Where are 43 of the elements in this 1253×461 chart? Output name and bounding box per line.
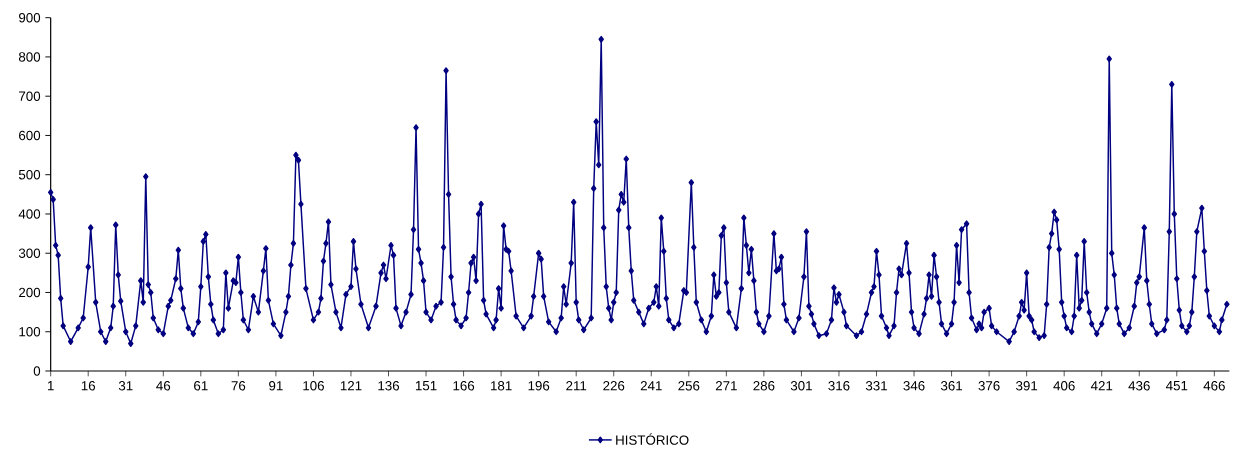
x-tick-label: 166 — [453, 381, 475, 391]
x-tick-label: 46 — [156, 381, 171, 391]
x-tick-label: 241 — [640, 381, 662, 391]
x-tick-label: 181 — [491, 381, 512, 391]
x-tick-label: 331 — [865, 381, 887, 391]
x-tick-label: 211 — [566, 381, 587, 391]
x-tick-label: 196 — [528, 381, 550, 391]
x-tick-label: 346 — [903, 381, 925, 391]
y-tick-label: 800 — [18, 52, 41, 62]
y-tick-label: 900 — [19, 12, 41, 23]
x-tick-label: 226 — [603, 381, 625, 391]
y-tick-label: 600 — [19, 130, 41, 141]
x-tick-label: 61 — [194, 381, 208, 391]
x-tick-label: 376 — [978, 381, 1000, 391]
y-tick-label: 700 — [19, 91, 41, 101]
x-tick-label: 106 — [303, 381, 324, 391]
x-tick-label: 151 — [415, 381, 437, 391]
x-tick-label: 271 — [715, 381, 737, 391]
x-tick-label: 361 — [940, 381, 963, 391]
x-tick-label: 316 — [828, 381, 850, 391]
x-tick-label: 256 — [678, 381, 700, 391]
y-tick-label: 300 — [18, 248, 41, 258]
x-tick-label: 391 — [1016, 381, 1038, 391]
x-tick-label: 406 — [1053, 381, 1075, 391]
x-tick-label: 451 — [1165, 381, 1188, 391]
y-tick-label: 500 — [18, 169, 41, 180]
x-tick-label: 1 — [47, 381, 54, 391]
x-tick-label: 421 — [1090, 381, 1113, 391]
x-tick-label: 466 — [1203, 381, 1225, 391]
x-tick-label: 16 — [81, 381, 96, 391]
legend-label: HISTÓRICO — [616, 433, 689, 445]
y-tick-label: 400 — [18, 209, 41, 219]
x-tick-label: 121 — [340, 381, 362, 391]
y-tick-label: 0 — [33, 366, 41, 376]
y-tick-label: 100 — [19, 327, 41, 337]
x-tick-label: 286 — [753, 381, 775, 391]
x-tick-label: 76 — [231, 381, 246, 391]
x-tick-label: 91 — [269, 381, 283, 391]
x-tick-label: 136 — [378, 381, 400, 391]
y-tick-label: 200 — [19, 287, 41, 298]
x-tick-label: 31 — [118, 381, 133, 391]
x-tick-label: 301 — [790, 381, 812, 391]
x-tick-label: 436 — [1128, 381, 1150, 391]
